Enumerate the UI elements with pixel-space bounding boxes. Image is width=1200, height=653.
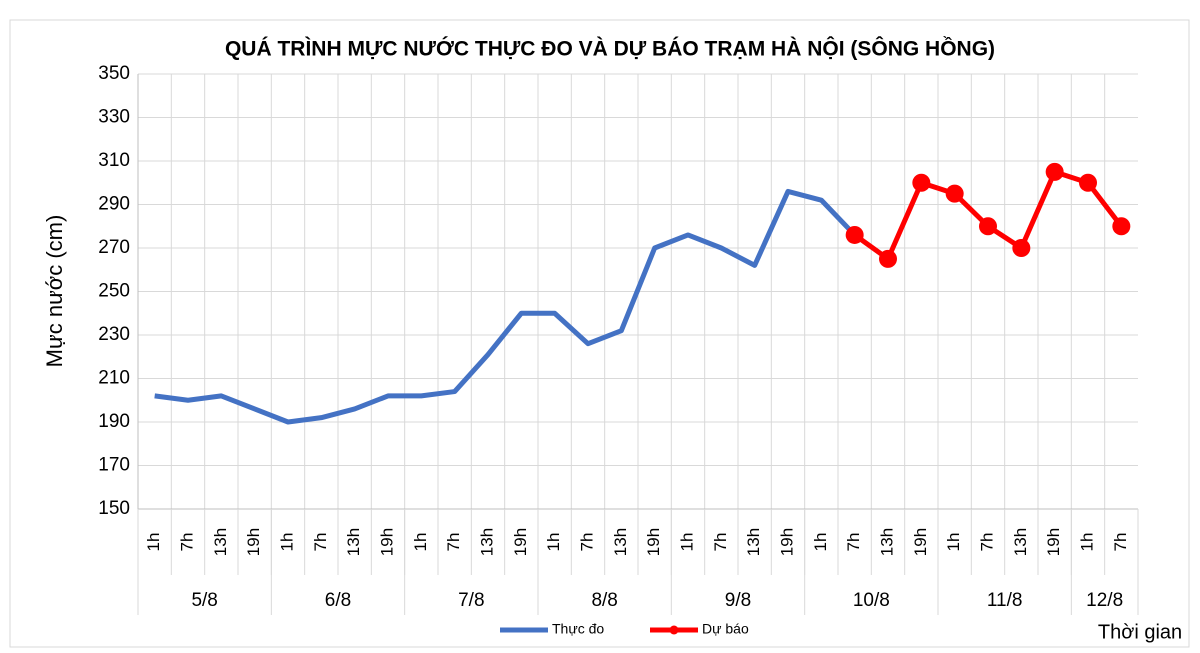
x-tick-label: 1h: [811, 533, 830, 552]
x-tick-label: 1h: [677, 533, 696, 552]
group-label: 12/8: [1086, 590, 1123, 611]
x-tick-label: 7h: [844, 533, 863, 552]
x-tick-label: 19h: [1044, 528, 1063, 556]
y-axis-title: Mực nước (cm): [42, 215, 67, 368]
x-tick-label: 1h: [411, 533, 430, 552]
y-tick-label: 230: [98, 324, 130, 345]
x-tick-label: 7h: [577, 533, 596, 552]
group-label: 8/8: [591, 590, 617, 611]
series-marker: [945, 184, 964, 203]
group-label: 10/8: [853, 590, 890, 611]
x-tick-label: 19h: [244, 528, 263, 556]
x-tick-label: 1h: [144, 533, 163, 552]
x-tick-label: 19h: [511, 528, 530, 556]
series-marker: [845, 225, 864, 244]
y-tick-label: 310: [98, 150, 130, 171]
x-tick-label: 1h: [944, 533, 963, 552]
series-marker: [1045, 162, 1064, 181]
x-tick-label: 13h: [477, 528, 496, 556]
group-label: 6/8: [325, 590, 351, 611]
y-tick-label: 150: [98, 498, 130, 519]
x-tick-label: 19h: [777, 528, 796, 556]
chart-title: QUÁ TRÌNH MỰC NƯỚC THỰC ĐO VÀ DỰ BÁO TRẠ…: [225, 37, 995, 61]
x-tick-label: 13h: [744, 528, 763, 556]
y-tick-label: 290: [98, 194, 130, 215]
legend-label: Dự báo: [702, 621, 749, 637]
y-tick-label: 250: [98, 281, 130, 302]
series-marker: [1112, 217, 1131, 236]
x-tick-label: 7h: [177, 533, 196, 552]
series-marker: [912, 173, 931, 192]
x-tick-label: 7h: [1111, 533, 1130, 552]
x-tick-label: 7h: [977, 533, 996, 552]
chart-frame: [9, 19, 1190, 648]
x-tick-label: 7h: [311, 533, 330, 552]
x-tick-label: 13h: [1011, 528, 1030, 556]
x-axis-title: Thời gian: [1098, 621, 1182, 643]
series-marker: [879, 249, 897, 268]
x-tick-label: 1h: [544, 533, 563, 552]
x-tick-label: 19h: [377, 528, 396, 556]
series-marker: [1012, 239, 1031, 257]
series-marker: [1079, 173, 1097, 192]
group-label: 9/8: [725, 590, 751, 611]
x-tick-label: 13h: [344, 528, 363, 556]
group-label: 11/8: [987, 590, 1023, 611]
x-tick-label: 19h: [644, 528, 663, 556]
legend-marker: [669, 625, 679, 635]
group-label: 5/8: [191, 590, 217, 611]
y-tick-label: 170: [98, 455, 130, 476]
x-tick-label: 7h: [711, 533, 730, 552]
legend-label: Thực đo: [552, 621, 604, 637]
y-tick-label: 330: [98, 107, 130, 128]
series-marker: [979, 217, 997, 236]
y-tick-label: 190: [98, 411, 130, 432]
x-tick-label: 19h: [911, 528, 930, 556]
series-line: [154, 188, 857, 425]
x-tick-label: 1h: [277, 533, 296, 552]
x-tick-label: 7h: [444, 533, 463, 552]
y-tick-label: 270: [98, 237, 130, 258]
y-tick-label: 210: [98, 368, 130, 389]
x-tick-label: 13h: [877, 528, 896, 556]
group-label: 7/8: [458, 590, 484, 611]
x-tick-label: 13h: [611, 528, 630, 556]
x-tick-label: 1h: [1077, 533, 1096, 552]
x-tick-label: 13h: [211, 528, 230, 556]
y-tick-label: 350: [98, 63, 130, 84]
